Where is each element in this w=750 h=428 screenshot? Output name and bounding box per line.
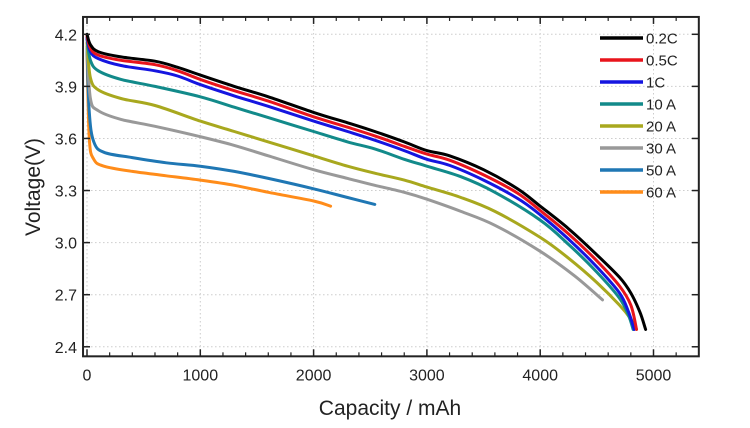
- x-tick-label: 0: [83, 367, 92, 384]
- legend: 0.2C 0.5C 1C 10 A 20 A 30 A 50 A 60 A: [600, 31, 678, 202]
- legend-label: 20 A: [646, 119, 676, 136]
- legend-label: 50 A: [646, 163, 676, 180]
- series-line-20a: [85, 41, 638, 331]
- axis-ticks: 0 1000 2000 3000 4000 5000 2.4 2.7 3.0 3.3 3.6 3.9 4…: [55, 16, 699, 384]
- series-line-60a: [85, 50, 333, 208]
- legend-label: 0.5C: [646, 53, 678, 70]
- legend-label: 30 A: [646, 141, 676, 158]
- y-tick-label: 2.4: [55, 340, 77, 357]
- x-tick-label: 5000: [636, 367, 672, 384]
- series-lines: [85, 32, 648, 331]
- y-tick-label: 3.3: [55, 184, 77, 201]
- y-tick-label: 3.0: [55, 236, 77, 253]
- series-line-0.2c: [85, 32, 648, 331]
- legend-label: 60 A: [646, 185, 676, 202]
- plot-frame: [82, 15, 700, 358]
- series-line-10a: [85, 38, 635, 331]
- x-tick-label: 1000: [183, 367, 219, 384]
- y-tick-label: 3.9: [55, 79, 77, 96]
- series-line-30a: [85, 45, 604, 302]
- x-tick-label: 2000: [296, 367, 332, 384]
- legend-label: 1C: [646, 75, 665, 92]
- y-tick-label: 2.7: [55, 288, 77, 305]
- series-line-50a: [85, 46, 377, 206]
- y-axis-label: Voltage(V): [22, 138, 45, 236]
- legend-label: 0.2C: [646, 31, 678, 48]
- x-tick-label: 4000: [522, 367, 558, 384]
- x-tick-label: 3000: [409, 367, 445, 384]
- x-axis-label: Capacity / mAh: [319, 397, 461, 420]
- series-line-1c: [85, 36, 636, 331]
- legend-label: 10 A: [646, 97, 676, 114]
- y-tick-label: 4.2: [55, 27, 77, 44]
- y-tick-label: 3.6: [55, 131, 77, 148]
- series-line-0.5c: [85, 34, 638, 331]
